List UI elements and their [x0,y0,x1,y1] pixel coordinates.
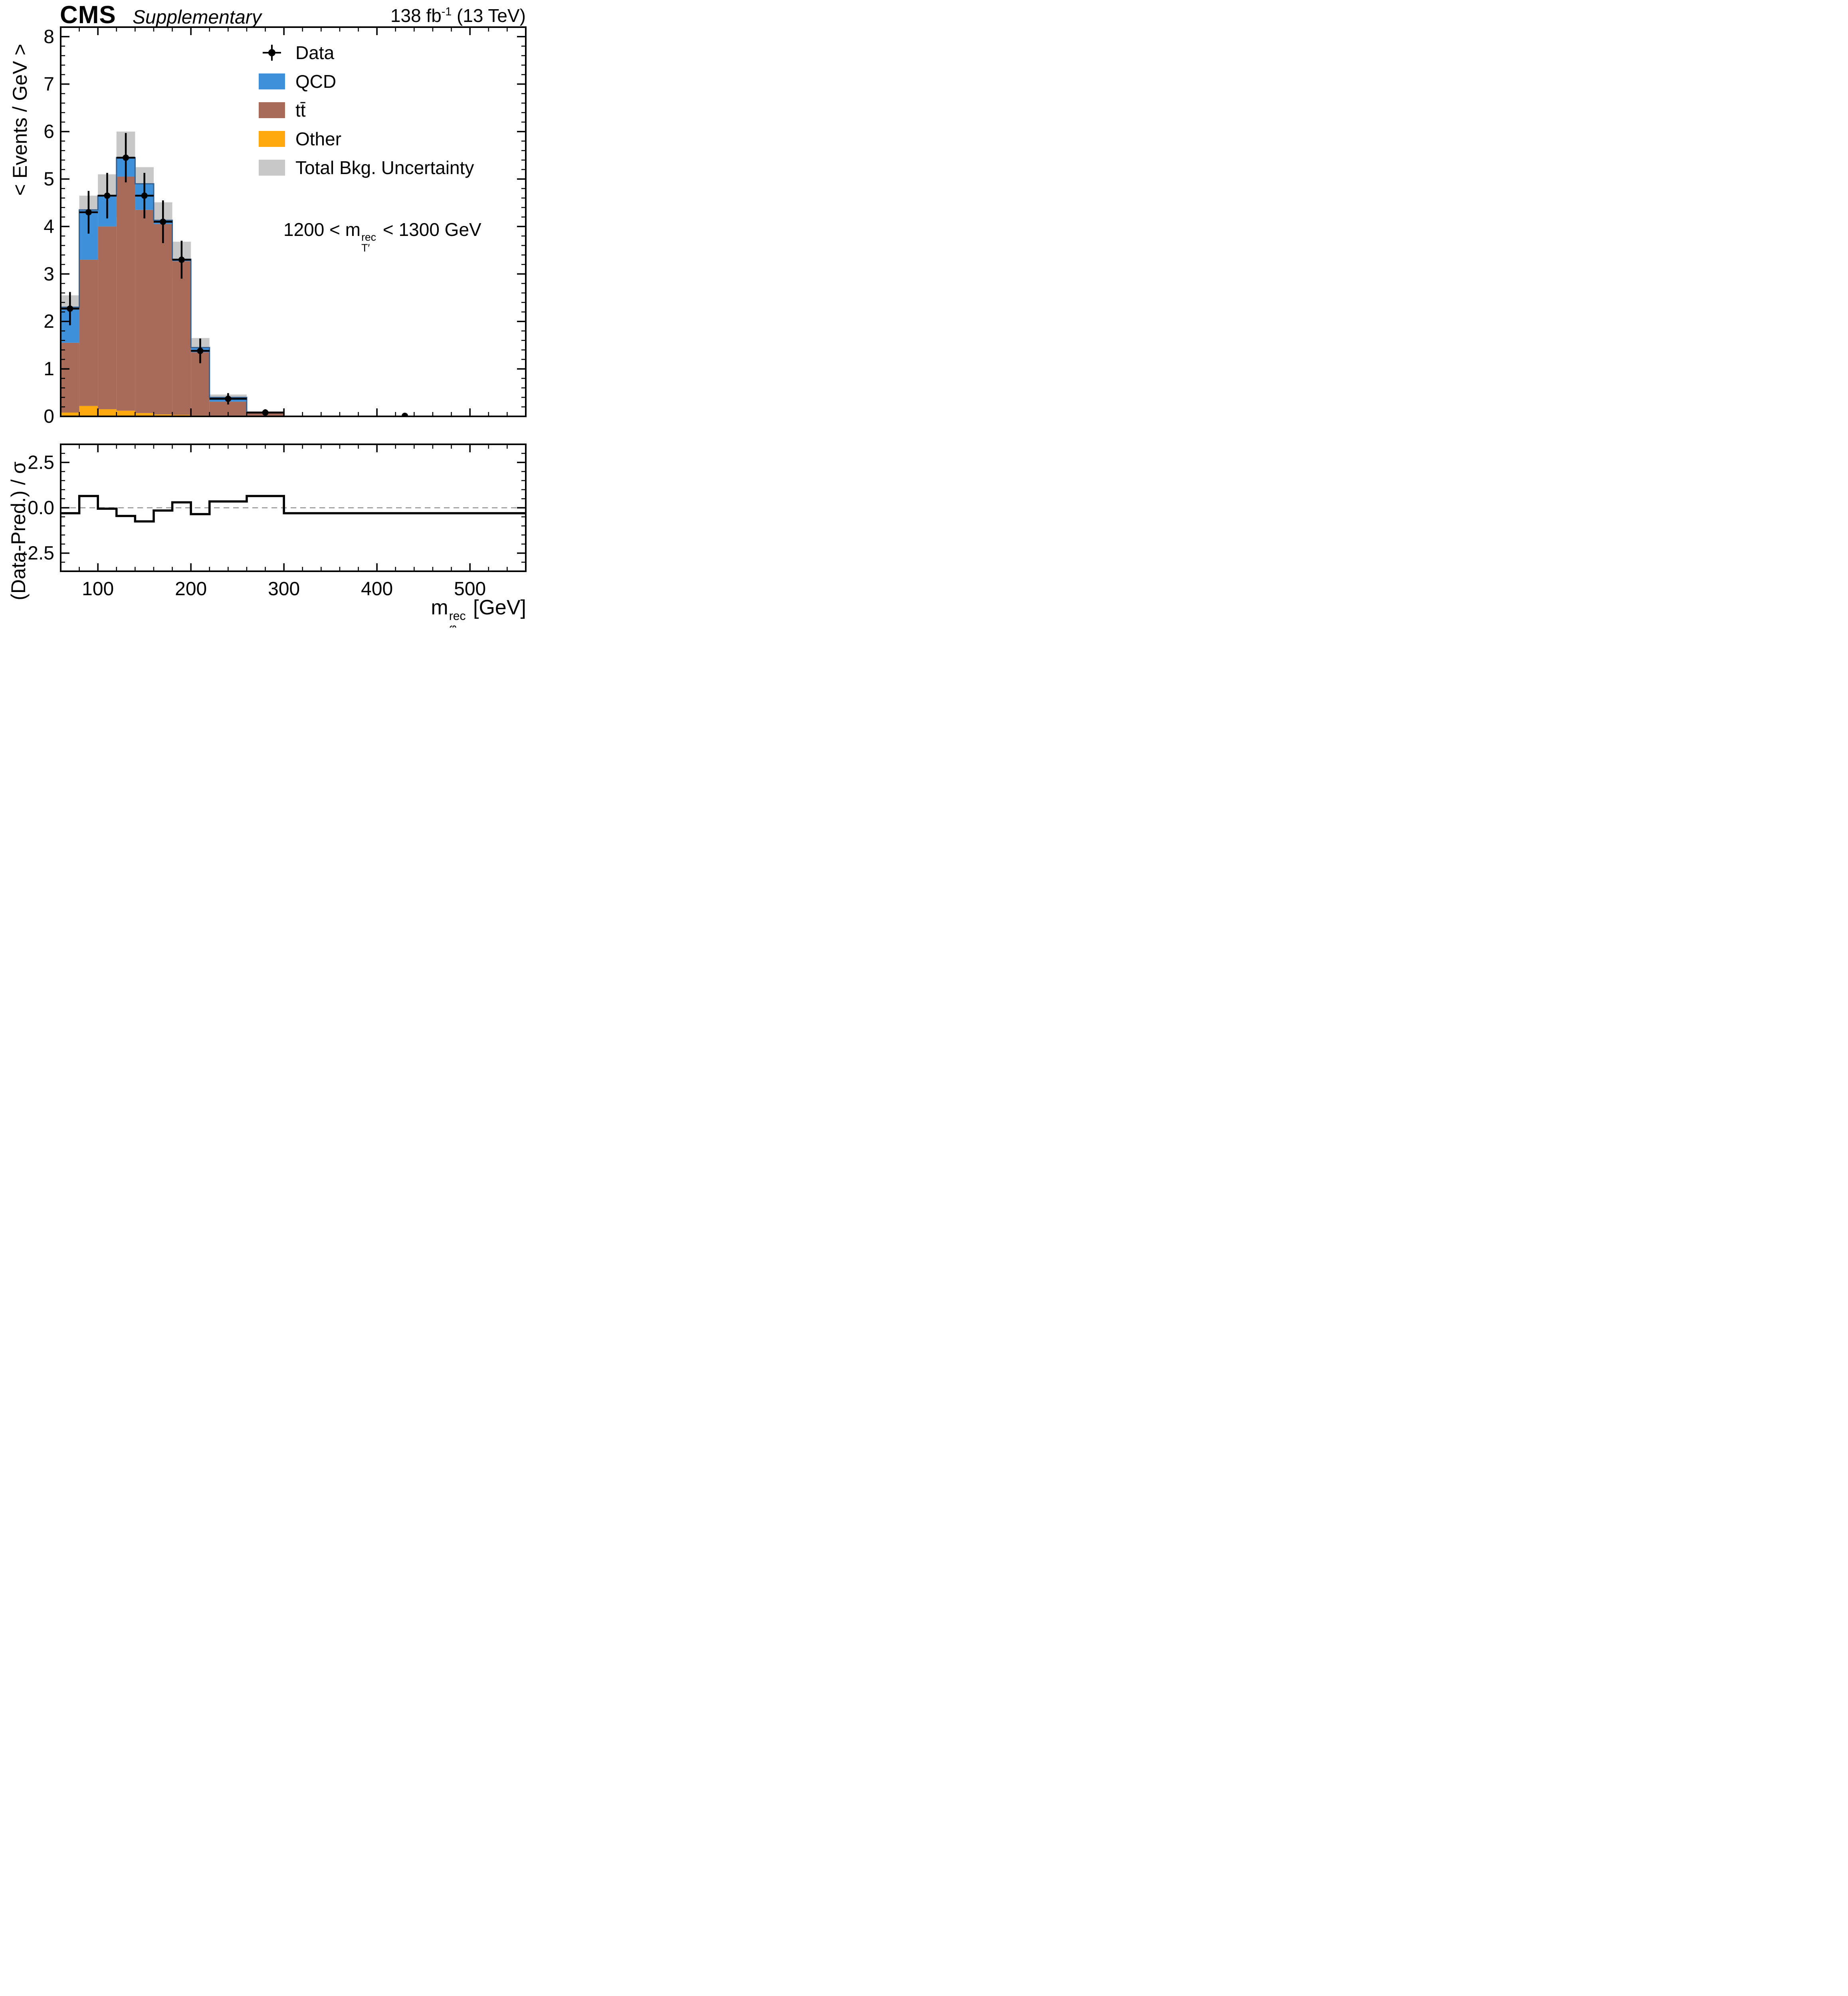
svg-text:400: 400 [361,578,393,600]
svg-text:7: 7 [44,74,54,95]
legend-item-uncertainty: Total Bkg. Uncertainty [259,153,474,182]
y-axis-title-top: < Events / GeV > [9,44,31,196]
annotation-pre: 1200 < m [283,219,361,240]
annotation-supsub: rec T′ [361,232,376,253]
svg-text:0: 0 [44,406,54,427]
x-axis-title: mrecφ [GeV] [431,596,526,628]
svg-text:100: 100 [82,578,114,600]
legend-label-other: Other [295,129,342,149]
lumi-value: 138 fb [390,5,442,26]
svg-text:0.0: 0.0 [28,497,54,519]
legend-item-other: Other [259,125,474,153]
legend-label-uncertainty: Total Bkg. Uncertainty [295,157,474,178]
luminosity-label: 138 fb-1 (13 TeV) [390,5,526,26]
x-title-post: [GeV] [467,596,526,619]
y-axis-title-ratio: (Data-Pred.) / σ [7,461,30,600]
x-title-supsub: recφ [449,610,466,628]
legend: Data QCD tt̄ Other Total Bkg. Uncertaint… [259,38,474,182]
legend-item-data: Data [259,38,474,67]
svg-text:1: 1 [44,358,54,380]
svg-text:300: 300 [268,578,300,600]
ttbar-swatch [259,102,285,118]
svg-text:5: 5 [44,168,54,190]
legend-label-qcd: QCD [295,71,337,92]
svg-text:8: 8 [44,26,54,48]
legend-label-data: Data [295,42,335,63]
svg-text:2: 2 [44,311,54,332]
plot-canvas: 100 200 300 400 500 0 1 2 3 4 5 6 7 8 -2.5 0.0 2.5 [21,26,527,600]
qcd-swatch [259,73,285,89]
other-swatch [259,131,285,147]
experiment-label: CMS [60,1,116,29]
svg-text:3: 3 [44,263,54,285]
x-title-sup: rec [449,609,466,623]
lumi-exponent: -1 [441,5,452,18]
svg-text:6: 6 [44,121,54,143]
annotation-sub: T′ [361,242,370,254]
supplementary-label: Supplementary [133,7,261,28]
legend-item-ttbar: tt̄ [259,96,474,125]
legend-label-ttbar: tt̄ [295,100,306,121]
svg-text:4: 4 [44,216,54,237]
annotation-post: < 1300 GeV [378,219,481,240]
svg-text:2.5: 2.5 [28,452,54,473]
annotation-sup: rec [361,231,376,243]
data-marker-icon [259,43,285,62]
lumi-energy: (13 TeV) [452,5,526,26]
legend-item-qcd: QCD [259,67,474,96]
svg-text:-2.5: -2.5 [21,543,54,564]
uncertainty-swatch [259,160,285,176]
cms-plot-page: CMS Supplementary 138 fb-1 (13 TeV) 100 2… [0,0,531,628]
x-title-pre: m [431,596,448,619]
svg-text:500: 500 [454,578,486,600]
svg-text:200: 200 [175,578,207,600]
x-title-sub: φ [449,622,457,628]
selection-annotation: 1200 < m rec T′ < 1300 GeV [283,219,481,253]
